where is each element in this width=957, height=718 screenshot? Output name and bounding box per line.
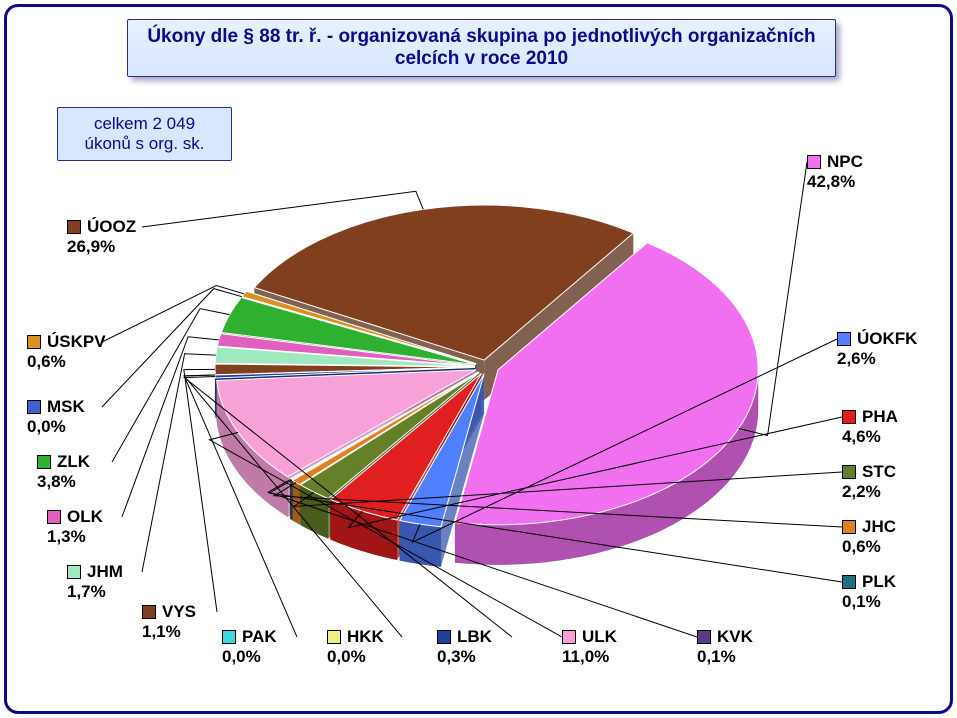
slice-label-ulk: ULK11,0% [562,627,617,666]
slice-label-pak: PAK0,0% [222,627,277,666]
legend-percent: 11,0% [562,647,617,667]
legend-swatch-ulk [562,630,576,644]
legend-name: STC [862,462,896,481]
legend-percent: 26,9% [67,237,136,257]
legend-name: HKK [347,627,384,646]
slice-label-npc: NPC42,8% [807,152,863,191]
legend-name: OLK [67,507,103,526]
legend-swatch-lbk [437,630,451,644]
slice-label-olk: OLK1,3% [47,507,103,546]
legend-name: ÚOKFK [857,329,917,348]
legend-percent: 0,6% [27,352,106,372]
legend-percent: 4,6% [842,427,898,447]
slice-label-uokfk: ÚOKFK2,6% [837,329,917,368]
legend-swatch-uokfk [837,332,851,346]
legend-percent: 3,8% [37,472,90,492]
legend-name: VYS [162,602,196,621]
legend-swatch-npc [807,155,821,169]
legend-swatch-msk [27,400,41,414]
slice-label-stc: STC2,2% [842,462,896,501]
slice-label-plk: PLK0,1% [842,572,896,611]
legend-name: JHM [87,562,123,581]
legend-name: JHC [862,517,896,536]
legend-name: MSK [47,397,85,416]
legend-swatch-pha [842,410,856,424]
legend-swatch-stc [842,465,856,479]
legend-name: LBK [457,627,492,646]
legend-percent: 0,3% [437,647,492,667]
legend-name: NPC [827,152,863,171]
slice-label-zlk: ZLK3,8% [37,452,90,491]
legend-percent: 1,7% [67,582,123,602]
legend-percent: 42,8% [807,172,863,192]
legend-percent: 1,3% [47,527,103,547]
legend-percent: 0,0% [327,647,384,667]
legend-percent: 2,2% [842,482,896,502]
slice-label-jhc: JHC0,6% [842,517,896,556]
legend-name: ÚOOZ [87,217,136,236]
legend-swatch-jhc [842,520,856,534]
legend-swatch-uooz [67,220,81,234]
legend-name: ZLK [57,452,90,471]
legend-percent: 0,1% [697,647,753,667]
legend-swatch-jhm [67,565,81,579]
legend-swatch-vys [142,605,156,619]
slice-label-uooz: ÚOOZ26,9% [67,217,136,256]
legend-percent: 2,6% [837,349,917,369]
slice-label-hkk: HKK0,0% [327,627,384,666]
slice-label-jhm: JHM1,7% [67,562,123,601]
legend-swatch-uskpv [27,335,41,349]
chart-frame: Úkony dle § 88 tr. ř. - organizovaná sku… [4,4,953,714]
slice-label-msk: MSK0,0% [27,397,85,436]
legend-name: ÚSKPV [47,332,106,351]
legend-swatch-olk [47,510,61,524]
legend-percent: 0,1% [842,592,896,612]
slice-label-vys: VYS1,1% [142,602,196,641]
legend-name: PAK [242,627,277,646]
legend-name: KVK [717,627,753,646]
slice-label-lbk: LBK0,3% [437,627,492,666]
slice-label-pha: PHA4,6% [842,407,898,446]
legend-swatch-pak [222,630,236,644]
legend-swatch-kvk [697,630,711,644]
legend-percent: 0,0% [27,417,85,437]
legend-percent: 0,6% [842,537,896,557]
legend-name: ULK [582,627,617,646]
slice-label-uskpv: ÚSKPV0,6% [27,332,106,371]
legend-swatch-zlk [37,455,51,469]
legend-percent: 0,0% [222,647,277,667]
legend-name: PLK [862,572,896,591]
slice-label-kvk: KVK0,1% [697,627,753,666]
legend-swatch-plk [842,575,856,589]
legend-name: PHA [862,407,898,426]
legend-percent: 1,1% [142,622,196,642]
legend-swatch-hkk [327,630,341,644]
